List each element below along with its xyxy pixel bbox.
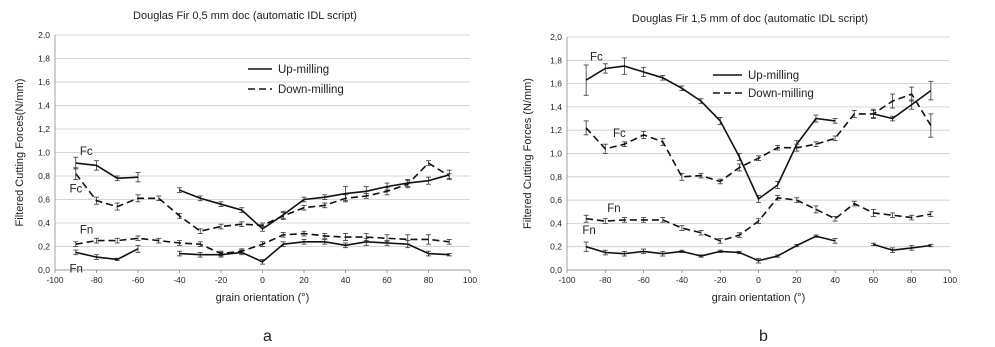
y-tick-label: 1,4 [550, 102, 562, 112]
series-line-fn-down-milling [75, 232, 450, 255]
panel-label: a [263, 328, 272, 345]
series-line-fc-down-milling [75, 162, 450, 233]
x-tick-label: -40 [173, 275, 186, 285]
legend-label-up-milling: Up-milling [748, 70, 799, 82]
series-line-fc-up-milling [873, 89, 932, 120]
x-tick-label: -20 [215, 275, 228, 285]
y-tick-label: 1,8 [38, 54, 50, 64]
y-tick-label: 1,0 [550, 149, 562, 159]
x-tick-label: -100 [558, 275, 575, 285]
x-tick-label: 100 [463, 275, 477, 285]
x-tick-label: 0 [260, 275, 265, 285]
x-tick-label: -100 [46, 275, 63, 285]
x-tick-label: 20 [299, 275, 309, 285]
y-tick-label: 0,0 [550, 265, 562, 275]
y-tick-label: 0,4 [38, 218, 50, 228]
x-tick-label: -80 [90, 275, 103, 285]
x-tick-label: -60 [637, 275, 650, 285]
x-tick-label: -20 [714, 275, 727, 285]
series-line-fn-up-milling [179, 240, 450, 263]
curve-label-fc: Fc [70, 183, 83, 195]
y-axis-label: Filtered Cutting Forces (N/mm) [522, 78, 534, 229]
chart-panel-b: 0,0 0,2 0,4 0,6 0,8 1,0 1,2 1,4 1,6 1,8 2,0 -100 -80… [522, 13, 957, 345]
x-tick-label: -60 [132, 275, 145, 285]
x-tick-label: 80 [424, 275, 434, 285]
x-tick-label: 20 [792, 275, 802, 285]
y-tick-label: 1,2 [550, 125, 562, 135]
chart-title: Douglas Fir 0,5 mm doc (automatic IDL sc… [133, 10, 357, 22]
series-line-fn-up-milling [585, 235, 836, 262]
y-tick-label: 0,2 [550, 242, 562, 252]
x-tick-label: -80 [599, 275, 612, 285]
y-tick-label: 0,6 [38, 195, 50, 205]
y-tick-label: 2,0 [38, 30, 50, 40]
x-tick-label: 60 [869, 275, 879, 285]
curve-label-fn: Fn [582, 225, 595, 237]
y-axis-label: Filtered Cutting Forces(N/mm) [14, 79, 26, 227]
curve-label-fc: Fc [590, 51, 603, 63]
y-tick-label: 0,8 [38, 171, 50, 181]
y-tick-label: 1,2 [38, 124, 50, 134]
y-tick-label: 1,0 [38, 148, 50, 158]
y-tick-label: 0,4 [550, 218, 562, 228]
series-line-fc-up-milling [75, 162, 139, 180]
series-line-fn-up-milling [873, 243, 931, 252]
series-line-fc-down-milling [585, 93, 932, 183]
y-tick-label: 0,8 [550, 172, 562, 182]
x-tick-label: 40 [341, 275, 351, 285]
y-tick-label: 0,0 [38, 265, 50, 275]
x-tick-label: 100 [943, 275, 957, 285]
y-tick-label: 1,6 [550, 79, 562, 89]
x-tick-label: 0 [756, 275, 761, 285]
legend-label-down-milling: Down-milling [748, 88, 814, 100]
curve-label-fn: Fn [607, 203, 620, 215]
x-axis-label: grain orientation (°) [712, 292, 806, 304]
legend-label-down-milling: Down-milling [278, 84, 344, 96]
series-line-fc-up-milling [585, 65, 836, 201]
x-axis-label: grain orientation (°) [216, 292, 310, 304]
x-tick-label: 60 [382, 275, 392, 285]
series-line-fn-up-milling [75, 248, 139, 261]
curve-label-fc: Fc [80, 146, 93, 158]
series-line-fn-down-milling [586, 196, 931, 242]
chart-title: Douglas Fir 1,5 mm of doc (automatic IDL… [632, 13, 868, 25]
x-tick-label: -40 [676, 275, 689, 285]
x-tick-label: 40 [830, 275, 840, 285]
y-tick-label: 0,6 [550, 195, 562, 205]
chart-panel-a: 0,0 0,2 0,4 0,6 0,8 1,0 1,2 1,4 1,6 1,8 2,0 -100 -80… [14, 10, 477, 345]
y-tick-label: 0,2 [38, 242, 50, 252]
y-tick-label: 1,8 [550, 55, 562, 65]
y-tick-label: 1,6 [38, 77, 50, 87]
curve-label-fn: Fn [70, 263, 83, 275]
panel-label: b [759, 328, 768, 345]
curve-label-fn: Fn [80, 225, 93, 237]
series-line-fc-up-milling [179, 174, 450, 230]
y-tick-label: 2,0 [550, 32, 562, 42]
y-tick-label: 1,4 [38, 101, 50, 111]
x-tick-label: 80 [907, 275, 917, 285]
legend-label-up-milling: Up-milling [278, 64, 329, 76]
curve-label-fc: Fc [613, 128, 626, 140]
